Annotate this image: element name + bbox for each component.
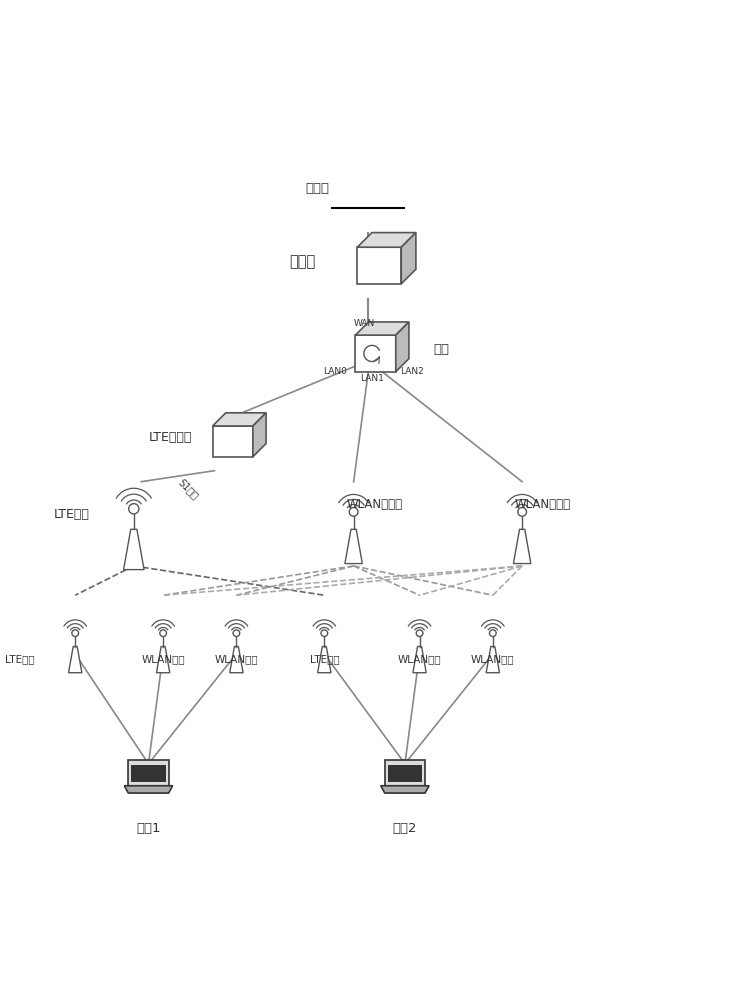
Ellipse shape [328,177,353,198]
Text: LTE网卡: LTE网卡 [310,654,339,664]
Text: LTE网卡: LTE网卡 [5,654,35,664]
Polygon shape [357,233,416,247]
Text: LAN1: LAN1 [360,374,384,383]
Circle shape [417,630,423,637]
Circle shape [233,630,240,637]
Polygon shape [213,413,266,426]
Ellipse shape [343,176,383,204]
Polygon shape [385,760,425,786]
Polygon shape [413,647,426,673]
Polygon shape [396,322,409,372]
Polygon shape [128,760,169,786]
Text: 终端2: 终端2 [393,822,417,835]
FancyBboxPatch shape [325,183,411,215]
Ellipse shape [383,177,409,198]
Text: WLAN接入点: WLAN接入点 [514,498,571,511]
Polygon shape [486,647,500,673]
Text: WLAN网卡: WLAN网卡 [215,654,258,664]
Polygon shape [124,529,144,570]
Polygon shape [230,647,243,673]
Circle shape [489,630,496,637]
Polygon shape [131,765,166,782]
Ellipse shape [345,159,392,195]
Text: WAN: WAN [354,319,375,328]
Text: S1接口: S1接口 [177,477,201,501]
Polygon shape [124,786,173,793]
Polygon shape [213,426,253,457]
Polygon shape [157,647,170,673]
Circle shape [129,504,139,514]
Text: 终端1: 终端1 [136,822,160,835]
Text: LAN2: LAN2 [400,367,424,376]
Text: WLAN网卡: WLAN网卡 [397,654,442,664]
Circle shape [160,630,166,637]
Ellipse shape [368,171,404,199]
Circle shape [321,630,328,637]
Text: WLAN接入点: WLAN接入点 [347,498,403,511]
Circle shape [350,508,358,516]
Text: 因特网: 因特网 [305,182,329,195]
Text: LTE基站: LTE基站 [54,508,90,521]
Polygon shape [401,233,416,284]
Polygon shape [514,529,531,564]
Text: WLAN网卡: WLAN网卡 [471,654,514,664]
Polygon shape [381,786,429,793]
Polygon shape [388,765,422,782]
Text: LTE核心网: LTE核心网 [149,431,192,444]
Text: LAN0: LAN0 [323,367,347,376]
Polygon shape [355,335,396,372]
Polygon shape [318,647,331,673]
Circle shape [72,630,79,637]
Circle shape [518,508,526,516]
Polygon shape [355,322,409,335]
Text: 服务器: 服务器 [289,254,316,269]
Polygon shape [345,529,362,564]
Polygon shape [68,647,82,673]
Text: 网关: 网关 [434,343,450,356]
Ellipse shape [363,170,394,195]
Polygon shape [253,413,266,457]
Ellipse shape [333,171,368,199]
Polygon shape [357,247,401,284]
Text: WLAN网卡: WLAN网卡 [141,654,185,664]
